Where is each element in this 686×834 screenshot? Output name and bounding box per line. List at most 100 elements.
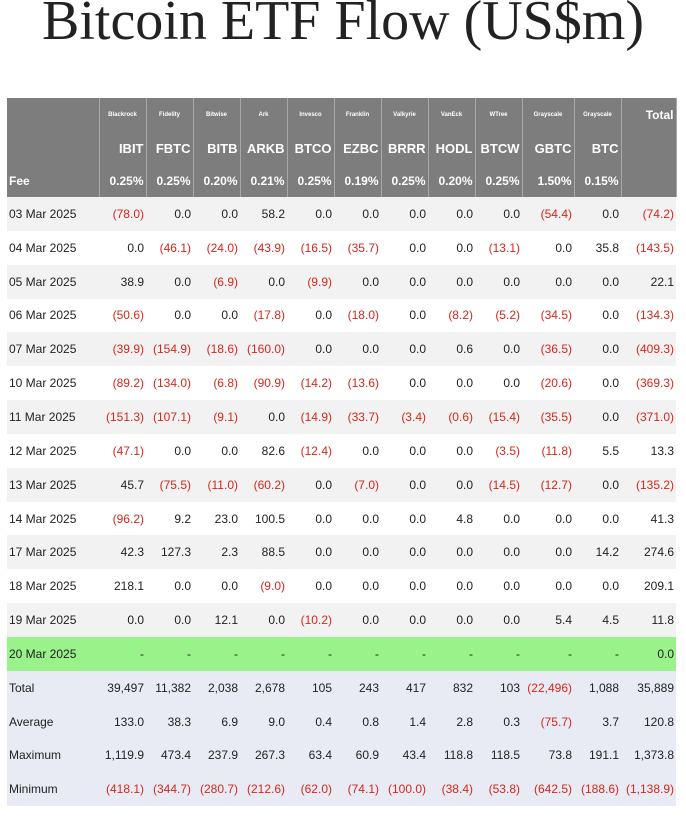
- flow-cell: (151.3): [99, 400, 146, 434]
- issuer-header-cell: Blackrock: [99, 98, 147, 131]
- flow-cell: (6.8): [193, 366, 240, 401]
- flow-cell: 0.0: [99, 603, 146, 637]
- flow-cell: 0.0: [287, 332, 334, 367]
- table-row: 10 Mar 2025 (89.2) (134.0) (6.8) (90.9) (14.2…: [7, 366, 676, 401]
- summary-cell: (344.7): [146, 772, 193, 807]
- ticker-header-cell: HODL: [428, 131, 476, 165]
- flow-cell: (12.7): [522, 467, 574, 502]
- flow-cell: (33.7): [334, 400, 381, 434]
- flow-cell: 0.0: [146, 433, 193, 468]
- flow-cell: 0.0: [381, 197, 428, 231]
- flow-cell: 82.6: [240, 433, 287, 468]
- flow-cell: 0.0: [475, 332, 522, 367]
- flow-cell: 0.0: [428, 264, 475, 299]
- flow-cell: 0.0: [381, 535, 428, 570]
- summary-cell: (74.1): [334, 772, 381, 807]
- flow-cell: 14.2: [574, 535, 621, 570]
- flow-cell: (9.0): [240, 569, 287, 604]
- issuer-header-cell: Invesco: [287, 98, 335, 131]
- summary-cell: 105: [287, 670, 334, 705]
- ticker-header-cell: IBIT: [99, 131, 147, 165]
- flow-cell: 22.1: [621, 264, 676, 299]
- flow-cell: 0.0: [381, 467, 428, 502]
- flow-cell: (16.5): [287, 230, 334, 265]
- flow-cell: (369.3): [621, 366, 676, 401]
- total-header-cell: Total: [621, 98, 677, 131]
- row-date: 05 Mar 2025: [7, 264, 99, 299]
- summary-cell: 243: [334, 670, 381, 705]
- flow-cell: (3.4): [381, 400, 428, 434]
- flow-cell: 0.0: [334, 501, 381, 536]
- flow-cell: 13.3: [621, 433, 676, 468]
- flow-cell: (160.0): [240, 332, 287, 367]
- flow-cell: 0.0: [193, 569, 240, 604]
- flow-cell: 0.0: [574, 264, 621, 299]
- flow-cell: 0.0: [381, 298, 428, 333]
- flow-cell: 0.0: [334, 264, 381, 299]
- flow-cell: 274.6: [621, 535, 676, 570]
- flow-cell: (46.1): [146, 230, 193, 265]
- fee-row: Fee 0.25% 0.25% 0.20% 0.21% 0.25% 0.19% 0.25% 0.…: [7, 165, 677, 197]
- header-corner-cell: [7, 131, 100, 165]
- flow-cell: 0.0: [475, 603, 522, 637]
- flow-cell: 0.0: [240, 603, 287, 637]
- flow-cell: -: [428, 636, 475, 671]
- summary-label: Maximum: [7, 738, 99, 773]
- table-row: 12 Mar 2025 (47.1) 0.0 0.0 82.6 (12.4) 0.0 0.0 0…: [7, 433, 676, 468]
- ticker-header-cell: GBTC: [522, 131, 575, 165]
- flow-cell: (14.9): [287, 400, 334, 434]
- flow-cell: 0.0: [574, 332, 621, 367]
- table-row: 19 Mar 2025 0.0 0.0 12.1 0.0 (10.2) 0.0 0.0 0.0 0…: [7, 603, 676, 637]
- summary-cell: 832: [428, 670, 475, 705]
- flow-cell: (135.2): [621, 467, 676, 502]
- flow-cell: 0.0: [334, 332, 381, 367]
- fee-label: Fee: [7, 165, 100, 197]
- flow-cell: 0.0: [287, 467, 334, 502]
- issuer-header-cell: VanEck: [428, 98, 476, 131]
- table-row: 07 Mar 2025 (39.9) (154.9) (18.6) (160.0) 0.0…: [7, 332, 676, 367]
- flow-cell: 0.0: [146, 197, 193, 231]
- row-date: 06 Mar 2025: [7, 298, 99, 333]
- row-date: 20 Mar 2025: [7, 636, 99, 671]
- flow-cell: 0.0: [475, 197, 522, 231]
- summary-cell: (642.5): [522, 772, 574, 807]
- flow-cell: 0.6: [428, 332, 475, 367]
- flow-cell: (15.4): [475, 400, 522, 434]
- flow-cell: (35.5): [522, 400, 574, 434]
- flow-cell: (89.2): [99, 366, 146, 401]
- etf-flow-table: Blackrock Fidelity Bitwise Ark Invesco Frankl…: [7, 98, 677, 807]
- summary-cell: 39,497: [99, 670, 146, 705]
- ticker-header-cell: BTCW: [475, 131, 523, 165]
- summary-label: Minimum: [7, 772, 99, 807]
- flow-cell: 0.0: [146, 298, 193, 333]
- flow-cell: 0.0: [574, 298, 621, 333]
- header-blank-cell: [621, 165, 677, 197]
- flow-cell: 0.0: [428, 230, 475, 265]
- flow-cell: -: [193, 636, 240, 671]
- summary-cell: (62.0): [287, 772, 334, 807]
- summary-cell: 0.8: [334, 704, 381, 739]
- flow-cell: (14.5): [475, 467, 522, 502]
- flow-cell: (90.9): [240, 366, 287, 401]
- ticker-header-cell: BITB: [193, 131, 241, 165]
- summary-cell: 191.1: [574, 738, 621, 773]
- summary-cell: (75.7): [522, 704, 574, 739]
- issuer-header-cell: WTree: [475, 98, 523, 131]
- flow-cell: 0.0: [287, 298, 334, 333]
- summary-row: Minimum (418.1) (344.7) (280.7) (212.6) (62.0…: [7, 772, 676, 807]
- summary-cell: 417: [381, 670, 428, 705]
- summary-cell: 120.8: [621, 704, 676, 739]
- fee-cell: 0.20%: [428, 165, 476, 197]
- flow-cell: (96.2): [99, 501, 146, 536]
- header-blank-cell: [621, 131, 677, 165]
- row-date: 17 Mar 2025: [7, 535, 99, 570]
- summary-cell: 1,088: [574, 670, 621, 705]
- table-row: 03 Mar 2025 (78.0) 0.0 0.0 58.2 0.0 0.0 0.0 0.0 0…: [7, 197, 676, 231]
- flow-cell: 0.0: [522, 535, 574, 570]
- flow-cell: (9.9): [287, 264, 334, 299]
- flow-cell: 0.0: [193, 197, 240, 231]
- flow-cell: (13.1): [475, 230, 522, 265]
- flow-cell: 0.0: [381, 501, 428, 536]
- flow-cell: 0.0: [240, 264, 287, 299]
- flow-cell: 0.0: [574, 501, 621, 536]
